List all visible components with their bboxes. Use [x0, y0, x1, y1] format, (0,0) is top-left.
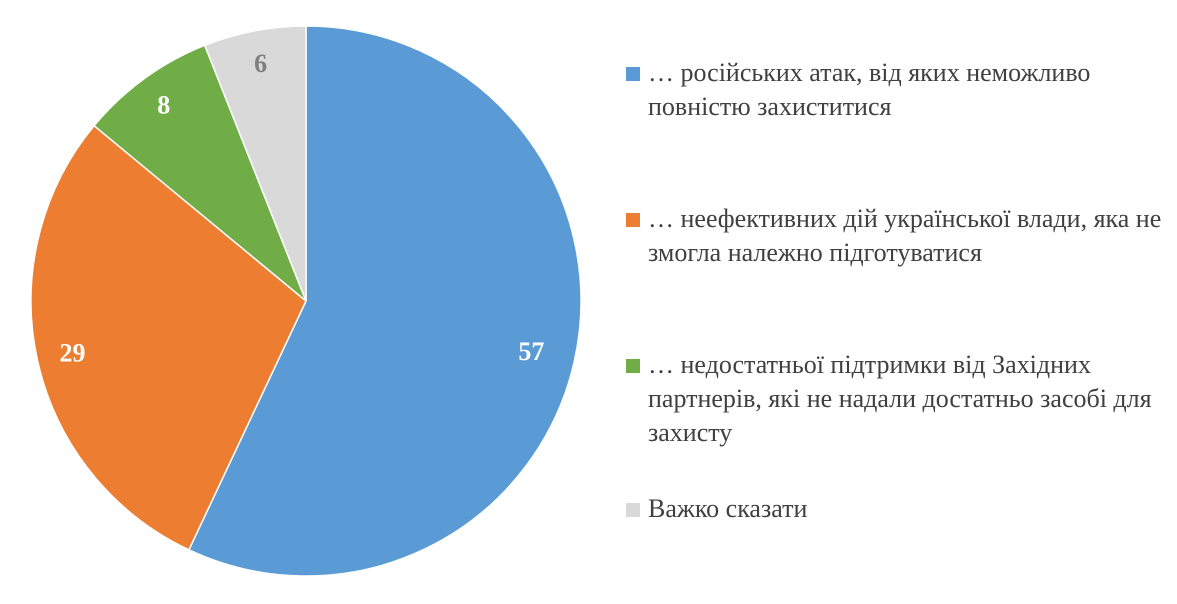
- legend-item-insufficient-western-support: … недостатньої підтримки від Західних па…: [626, 348, 1171, 450]
- legend: … російських атак, від яких неможливо по…: [626, 56, 1171, 526]
- legend-swatch: [626, 359, 640, 373]
- slice-data-label: 8: [157, 91, 170, 120]
- legend-label: … недостатньої підтримки від Західних па…: [648, 350, 1152, 447]
- pie-slices: [30, 25, 582, 577]
- pie-slice-labels: 57 29 8 6: [60, 49, 545, 368]
- slice-data-label: 57: [518, 337, 544, 366]
- pie-chart: 57 29 8 6: [30, 25, 582, 577]
- legend-item-russian-attacks: … російських атак, від яких неможливо по…: [626, 56, 1171, 124]
- legend-label: … неефективних дій української влади, як…: [648, 204, 1162, 267]
- legend-swatch: [626, 67, 640, 81]
- legend-label: Важко сказати: [648, 494, 808, 523]
- slice-data-label: 6: [254, 49, 267, 78]
- legend-swatch: [626, 503, 640, 517]
- legend-label: … російських атак, від яких неможливо по…: [648, 58, 1091, 121]
- slice-ineffective-government: [30, 124, 307, 551]
- legend-swatch: [626, 213, 640, 227]
- slice-russian-attacks: [187, 25, 582, 577]
- slice-hard-to-say: [203, 25, 307, 302]
- legend-item-hard-to-say: Важко сказати: [626, 492, 1171, 526]
- legend-item-ineffective-government: … неефективних дій української влади, як…: [626, 202, 1171, 270]
- slice-insufficient-western-support: [93, 44, 307, 302]
- slice-data-label: 29: [60, 339, 86, 368]
